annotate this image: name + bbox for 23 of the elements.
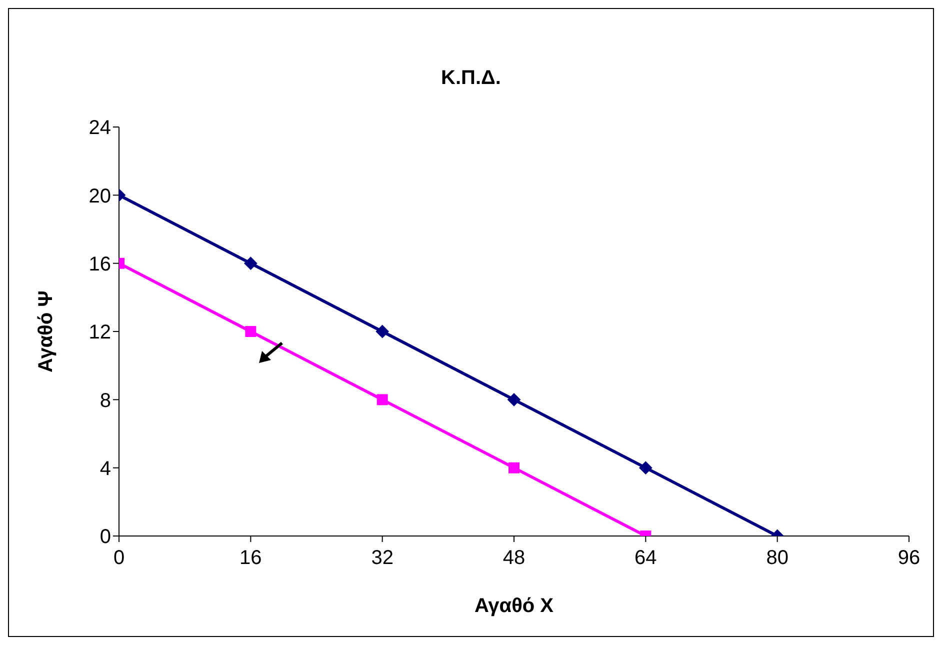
y-tick-label: 8 [100, 390, 111, 412]
x-tick-label: 16 [240, 547, 262, 570]
y-tick-label: 20 [88, 185, 111, 208]
x-tick-label: 32 [371, 547, 394, 570]
point [508, 393, 520, 406]
y-tick-label: 16 [88, 253, 111, 276]
chart-title: Κ.Π.Δ. [440, 67, 502, 90]
y-tick-label: 24 [88, 117, 111, 140]
x-tick-label: 80 [766, 547, 788, 570]
point [245, 326, 256, 337]
y-tick-label: 12 [88, 322, 111, 344]
x-tick-label: 64 [634, 547, 657, 570]
y-tick-label: 0 [100, 526, 111, 548]
y-tick-label: 4 [100, 458, 111, 480]
x-tick-label: 48 [502, 547, 526, 570]
y-axis-title: Αγαθό Ψ [35, 290, 58, 372]
point [376, 325, 389, 338]
point [508, 462, 520, 474]
point [639, 461, 652, 474]
point [376, 394, 388, 406]
point [244, 256, 258, 270]
x-axis-title: Αγαθό Χ [474, 595, 554, 617]
x-tick-label: 96 [898, 547, 920, 570]
